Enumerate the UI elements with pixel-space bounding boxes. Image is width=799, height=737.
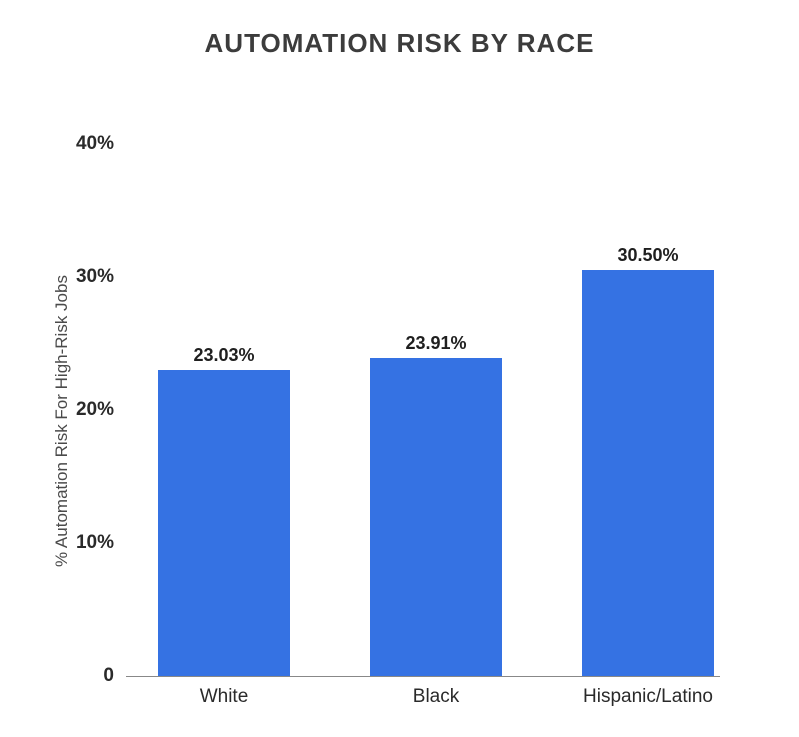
y-tick: 10% <box>76 532 126 554</box>
y-tick: 30% <box>76 266 126 288</box>
y-tick: 20% <box>76 399 126 421</box>
x-tick: Black <box>413 676 459 708</box>
y-axis-label: % Automation Risk For High-Risk Jobs <box>52 275 72 567</box>
chart-title: AUTOMATION RISK BY RACE <box>0 28 799 59</box>
y-tick: 0 <box>103 665 126 687</box>
bar-value-label: 30.50% <box>617 245 678 270</box>
bar: 23.91% <box>370 358 502 676</box>
bar-value-label: 23.91% <box>405 333 466 358</box>
y-tick: 40% <box>76 133 126 155</box>
bar: 30.50% <box>582 270 714 676</box>
bar: 23.03% <box>158 370 290 676</box>
x-tick: Hispanic/Latino <box>583 676 713 708</box>
x-tick: White <box>200 676 249 708</box>
bar-value-label: 23.03% <box>193 345 254 370</box>
plot-area: 010%20%30%40%23.03%White23.91%Black30.50… <box>126 145 720 677</box>
